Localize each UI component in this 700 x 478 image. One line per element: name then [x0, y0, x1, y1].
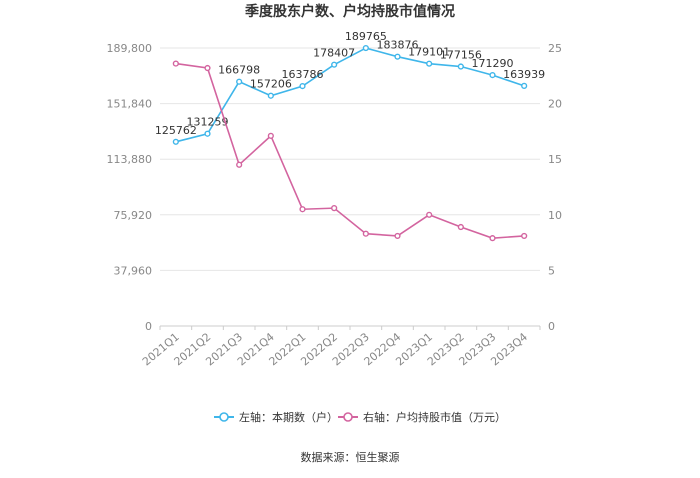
data-label: 178407 — [313, 47, 355, 60]
data-label: 189765 — [345, 30, 387, 43]
data-point — [457, 223, 464, 231]
left-tick-label: 189,800 — [107, 42, 153, 55]
data-point — [204, 64, 211, 72]
data-label: 125762 — [155, 124, 197, 137]
data-point — [267, 132, 274, 139]
data-label: 183876 — [377, 39, 419, 52]
legend-label-1: 左轴：本期数（户） — [239, 410, 338, 424]
data-label: 166798 — [218, 64, 260, 77]
data-point — [236, 78, 243, 85]
right-tick-label: 10 — [548, 209, 562, 222]
data-point — [331, 205, 338, 212]
data-point — [521, 82, 528, 89]
data-point — [426, 211, 433, 218]
legend-label-2: 右轴：户均持股市值（万元） — [363, 410, 506, 424]
data-label: 131259 — [187, 116, 229, 129]
data-point — [521, 232, 528, 240]
data-point — [489, 72, 496, 79]
right-tick-label: 15 — [548, 153, 562, 166]
legend-marker-2 — [343, 412, 353, 422]
data-point — [457, 63, 464, 70]
data-label: 177156 — [440, 49, 482, 62]
right-tick-label: 0 — [548, 320, 555, 333]
data-point — [299, 206, 306, 213]
data-label: 171290 — [472, 57, 514, 70]
right-axis: 0 5 10 15 20 25 — [548, 42, 562, 333]
data-point — [394, 232, 401, 240]
series-line-2 — [175, 62, 525, 239]
left-axis: 0 37,960 75,920 113,880 151,840 189,800 — [107, 42, 153, 333]
data-point — [426, 60, 433, 67]
data-point — [331, 61, 338, 68]
data-label: 163786 — [282, 68, 324, 81]
data-label: 157206 — [250, 78, 292, 91]
left-tick-label: 0 — [145, 320, 152, 333]
gridlines — [160, 47, 540, 327]
source-text: 数据来源：恒生聚源 — [301, 450, 400, 464]
left-tick-label: 37,960 — [114, 264, 153, 277]
data-label: 179101 — [408, 46, 450, 59]
data-point — [267, 92, 274, 99]
series-line-1 — [175, 47, 525, 143]
right-tick-label: 25 — [548, 42, 562, 55]
data-point — [236, 161, 243, 168]
left-tick-label: 113,880 — [107, 153, 153, 166]
right-tick-label: 5 — [548, 264, 555, 277]
data-point — [362, 44, 369, 52]
data-point — [172, 60, 179, 67]
legend-marker-1 — [219, 412, 229, 422]
left-tick-label: 75,920 — [114, 209, 153, 222]
data-point — [489, 235, 496, 242]
left-tick-label: 151,840 — [107, 98, 153, 111]
data-point — [299, 83, 306, 90]
legend: 左轴：本期数（户） 右轴：户均持股市值（万元） — [214, 410, 506, 424]
data-point — [394, 53, 401, 60]
data-point — [172, 138, 179, 145]
chart-title: 季度股东户数、户均持股市值情况 — [244, 3, 455, 20]
data-point — [362, 230, 369, 237]
data-label: 163939 — [503, 68, 545, 81]
right-tick-label: 20 — [548, 98, 562, 111]
data-point — [204, 130, 211, 137]
x-axis: 2021Q12021Q22021Q32021Q42022Q12022Q22022… — [140, 326, 541, 368]
